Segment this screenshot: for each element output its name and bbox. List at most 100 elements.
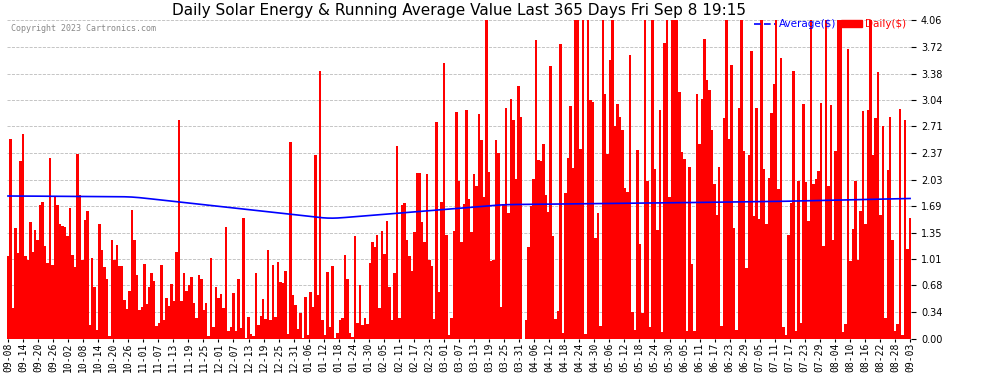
Bar	[12, 308, 14, 339]
Bar	[525, 320, 528, 339]
Bar	[787, 236, 790, 339]
Bar	[160, 265, 163, 339]
Bar	[547, 212, 549, 339]
Bar	[126, 309, 128, 339]
Bar	[133, 240, 136, 339]
Bar	[902, 335, 904, 339]
Bar	[477, 114, 480, 339]
Bar	[757, 219, 760, 339]
Bar	[835, 151, 837, 339]
Bar	[815, 178, 817, 339]
Bar	[552, 236, 554, 339]
Bar	[805, 182, 807, 339]
Bar	[277, 262, 279, 339]
Bar	[517, 86, 520, 339]
Bar	[136, 275, 138, 339]
Bar	[533, 179, 535, 339]
Bar	[213, 327, 215, 339]
Bar	[371, 242, 373, 339]
Bar	[782, 327, 785, 339]
Bar	[123, 300, 126, 339]
Bar	[892, 240, 894, 339]
Bar	[822, 246, 825, 339]
Bar	[475, 186, 477, 339]
Bar	[413, 232, 416, 339]
Bar	[195, 318, 198, 339]
Bar	[233, 293, 235, 339]
Bar	[71, 255, 73, 339]
Bar	[648, 327, 651, 339]
Bar	[775, 20, 777, 339]
Bar	[131, 210, 133, 339]
Bar	[297, 329, 299, 339]
Bar	[691, 264, 693, 339]
Bar	[540, 161, 543, 339]
Bar	[785, 335, 787, 339]
Bar	[339, 320, 342, 339]
Bar	[348, 333, 351, 339]
Bar	[37, 240, 39, 339]
Bar	[51, 265, 53, 339]
Bar	[353, 236, 356, 339]
Bar	[490, 261, 492, 339]
Bar	[909, 218, 912, 339]
Bar	[73, 267, 76, 339]
Bar	[223, 308, 225, 339]
Bar	[165, 298, 168, 339]
Bar	[579, 148, 582, 339]
Bar	[497, 153, 500, 339]
Bar	[279, 282, 282, 339]
Bar	[388, 287, 391, 339]
Bar	[530, 206, 533, 339]
Bar	[869, 20, 871, 339]
Bar	[656, 230, 658, 339]
Bar	[696, 94, 698, 339]
Bar	[827, 186, 830, 339]
Bar	[351, 338, 353, 339]
Bar	[671, 20, 673, 339]
Bar	[108, 336, 111, 339]
Bar	[554, 320, 557, 339]
Bar	[802, 104, 805, 339]
Bar	[470, 232, 472, 339]
Bar	[446, 236, 447, 339]
Bar	[358, 285, 361, 339]
Bar	[376, 235, 378, 339]
Bar	[897, 324, 899, 339]
Bar	[755, 108, 757, 339]
Bar	[264, 319, 267, 339]
Bar	[235, 331, 238, 339]
Bar	[391, 320, 393, 339]
Bar	[708, 90, 711, 339]
Bar	[851, 228, 854, 339]
Bar	[742, 150, 745, 339]
Bar	[584, 334, 587, 339]
Bar	[418, 173, 421, 339]
Bar	[683, 159, 686, 339]
Bar	[609, 60, 612, 339]
Bar	[438, 292, 441, 339]
Bar	[520, 117, 522, 339]
Bar	[322, 320, 324, 339]
Bar	[562, 333, 564, 339]
Bar	[750, 51, 752, 339]
Bar	[745, 268, 747, 339]
Bar	[337, 333, 339, 339]
Bar	[747, 155, 750, 339]
Bar	[96, 330, 98, 339]
Bar	[66, 236, 68, 339]
Bar	[368, 263, 371, 339]
Bar	[639, 244, 642, 339]
Bar	[78, 195, 81, 339]
Bar	[314, 154, 317, 339]
Bar	[269, 321, 272, 339]
Bar	[676, 20, 678, 339]
Bar	[632, 312, 634, 339]
Bar	[19, 162, 22, 339]
Bar	[837, 20, 840, 339]
Bar	[644, 20, 646, 339]
Bar	[327, 272, 329, 339]
Bar	[173, 301, 175, 339]
Bar	[185, 291, 188, 339]
Bar	[673, 20, 676, 339]
